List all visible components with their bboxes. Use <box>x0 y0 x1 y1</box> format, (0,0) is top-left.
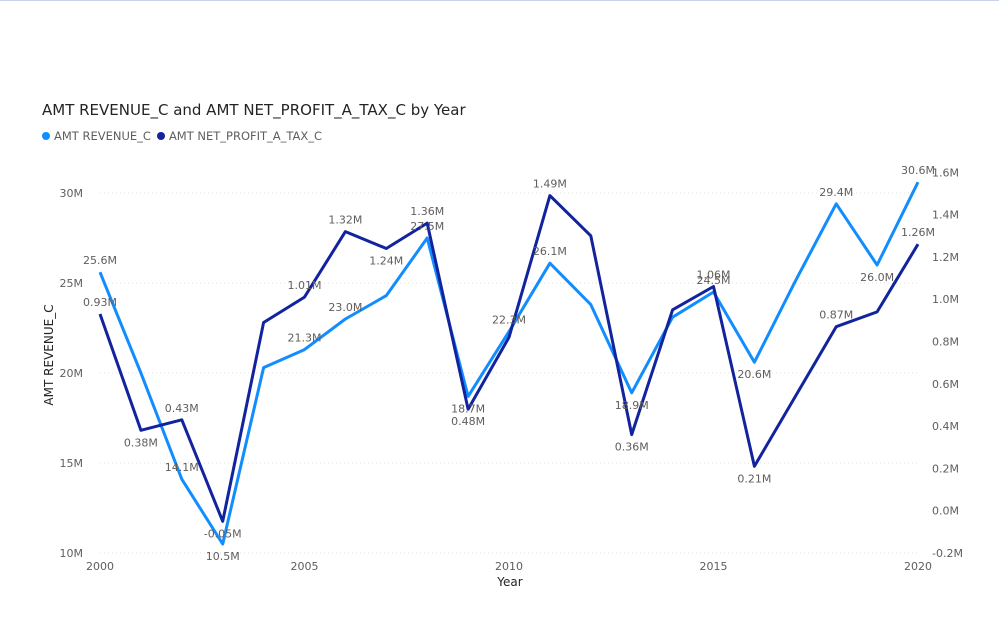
series-line-net-profit[interactable] <box>98 194 920 523</box>
data-label-net-profit: 0.21M <box>737 472 771 485</box>
y-tick-label-right: -0.2M <box>932 547 963 560</box>
data-label-revenue: 23.0M <box>328 301 362 314</box>
y-tick-label-left: 30M <box>60 187 84 200</box>
y-tick-label-right: 1.6M <box>932 166 959 179</box>
y-axis-title: AMT REVENUE_C <box>42 304 56 405</box>
x-tick-label: 2000 <box>86 560 114 573</box>
data-label-revenue: 10.5M <box>206 550 240 563</box>
legend-item-revenue[interactable]: AMT REVENUE_C <box>42 129 151 143</box>
data-label-net-profit: 0.87M <box>819 309 853 322</box>
data-label-net-profit: 1.49M <box>533 178 567 191</box>
y-axis-left: 10M 15M 20M 25M 30M <box>60 187 84 560</box>
data-label-net-profit: 0.36M <box>615 441 649 454</box>
legend: AMT REVENUE_C AMT NET_PROFIT_A_TAX_C <box>42 129 328 143</box>
y-tick-label-right: 1.0M <box>932 293 959 306</box>
y-tick-label-right: 0.6M <box>932 378 959 391</box>
data-label-revenue: 18.9M <box>615 399 649 412</box>
y-tick-label-left: 25M <box>60 277 84 290</box>
data-label-revenue: 30.6M <box>901 164 935 177</box>
data-label-revenue: 26.0M <box>860 271 894 284</box>
data-label-revenue: 24.5M <box>697 274 731 287</box>
data-label-revenue: 29.4M <box>819 186 853 199</box>
data-label-net-profit: 0.43M <box>165 402 199 415</box>
y-tick-label-left: 20M <box>60 367 84 380</box>
y-tick-label-right: 0.8M <box>932 336 959 349</box>
x-tick-label: 2005 <box>291 560 319 573</box>
data-label-revenue: 27.5M <box>410 220 444 233</box>
y-tick-label-right: 0.4M <box>932 420 959 433</box>
x-tick-label: 2020 <box>904 560 932 573</box>
data-label-net-profit: 1.06M <box>697 269 731 282</box>
y-tick-label-right: 0.2M <box>932 462 959 475</box>
data-label-net-profit: 1.32M <box>328 214 362 227</box>
x-tick-label: 2015 <box>700 560 728 573</box>
data-label-net-profit: 0.38M <box>124 436 158 449</box>
chart-title: AMT REVENUE_C and AMT NET_PROFIT_A_TAX_C… <box>42 101 466 119</box>
legend-label-revenue: AMT REVENUE_C <box>54 129 151 143</box>
legend-item-net-profit[interactable]: AMT NET_PROFIT_A_TAX_C <box>156 129 323 143</box>
y-tick-label-right: 0.0M <box>932 505 959 518</box>
data-label-net-profit: 1.36M <box>410 205 444 218</box>
x-tick-label: 2010 <box>495 560 523 573</box>
data-label-net-profit: 1.26M <box>901 226 935 239</box>
legend-marker-revenue <box>42 132 50 140</box>
data-label-revenue: 25.6M <box>83 254 117 267</box>
data-label-revenue: 20.6M <box>737 368 771 381</box>
x-axis-title: Year <box>496 575 522 589</box>
y-tick-label-left: 15M <box>60 457 84 470</box>
data-label-revenue: 22.3M <box>492 314 526 327</box>
data-label-revenue: 18.7M <box>451 402 485 415</box>
data-label-revenue: 21.3M <box>288 332 322 345</box>
data-label-net-profit: 0.93M <box>83 296 117 309</box>
data-label-net-profit: -0.05M <box>204 527 242 540</box>
y-tick-label-right: 1.2M <box>932 251 959 264</box>
data-label-revenue: 14.1M <box>165 461 199 474</box>
x-axis: 2000 2005 2010 2015 2020 <box>86 560 932 573</box>
legend-marker-net-profit <box>156 132 165 140</box>
top-border <box>0 0 999 1</box>
data-label-revenue: 26.1M <box>533 245 567 258</box>
series-lines <box>98 181 920 546</box>
data-label-net-profit: 0.48M <box>451 415 485 428</box>
data-label-net-profit: 1.24M <box>369 254 403 267</box>
gridlines <box>100 192 918 554</box>
y-tick-label-right: 1.4M <box>932 209 959 222</box>
data-labels: 25.6M 14.1M 10.5M 21.3M 23.0M 27.5M 18.7M 22.3M… <box>83 164 935 563</box>
legend-label-net-profit: AMT NET_PROFIT_A_TAX_C <box>168 129 323 143</box>
data-label-net-profit: 1.01M <box>288 279 322 292</box>
y-axis-right: -0.2M 0.0M 0.2M 0.4M 0.6M 0.8M 1.0M 1.2M 1.4M 1.6… <box>932 166 963 560</box>
series-line-revenue[interactable] <box>98 181 920 546</box>
y-tick-label-left: 10M <box>60 547 84 560</box>
